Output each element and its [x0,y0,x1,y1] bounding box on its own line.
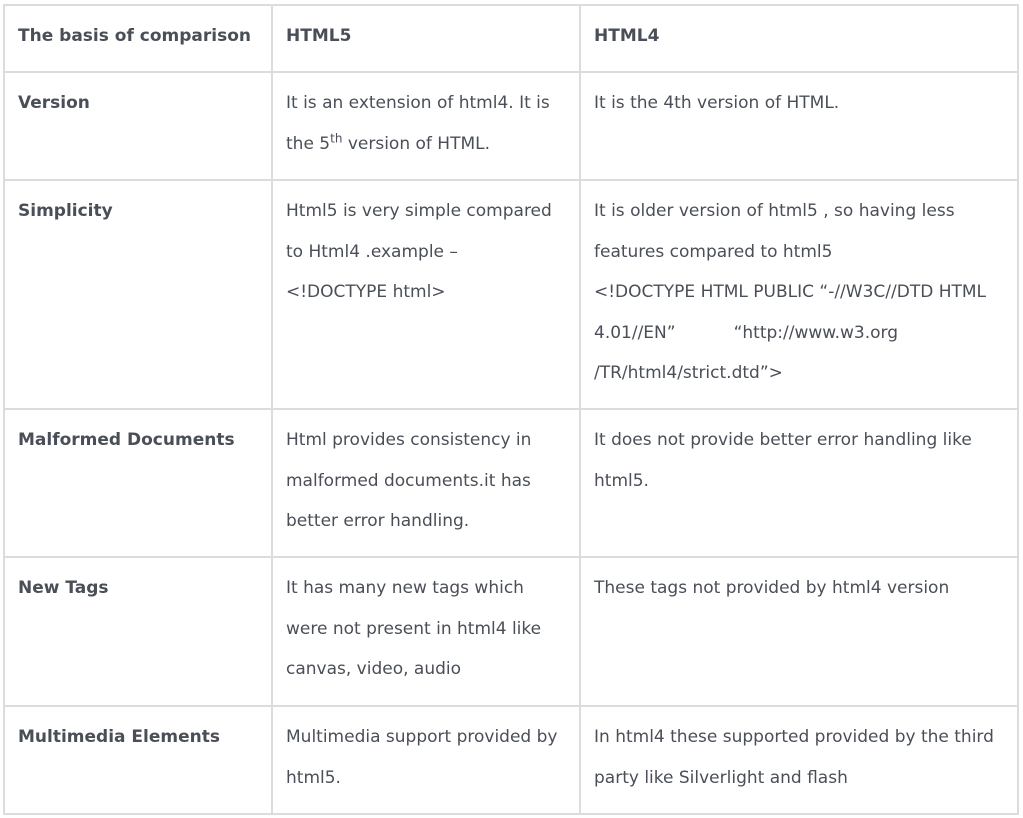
cell-text: It is an extension of html4. It is the 5 [286,93,550,154]
header-basis: The basis of comparison [3,4,273,73]
row-label: Multimedia Elements [3,705,273,815]
html5-cell: Html5 is very simple compared to Html4 .… [271,179,581,410]
code-sample: <!DOCTYPE HTML PUBLIC “-//W3C//DTD HTML … [594,282,987,343]
superscript: th [330,130,343,145]
row-label: Version [3,71,273,181]
html4-cell: It does not provide better error handlin… [579,408,1019,558]
html4-cell: These tags not provided by html4 version [579,556,1019,707]
table-row: New Tags It has many new tags which were… [3,556,1019,707]
code-sample-url: “http://www.w3.org /TR/html4/strict.dtd”… [594,322,899,384]
table-header-row: The basis of comparison HTML5 HTML4 [3,4,1019,73]
row-label: Simplicity [3,179,273,410]
html4-cell: In html4 these supported provided by the… [579,705,1019,815]
row-label: New Tags [3,556,273,707]
table-row: Malformed Documents Html provides consis… [3,408,1019,558]
header-html4: HTML4 [579,4,1019,73]
html5-cell: It is an extension of html4. It is the 5… [271,71,581,181]
code-sample: <!DOCTYPE html> [286,282,446,302]
cell-text: Html5 is very simple compared to Html4 .… [286,201,552,262]
cell-text: It is older version of html5 , so having… [594,201,955,262]
table-row: Multimedia Elements Multimedia support p… [3,705,1019,815]
html5-cell: Multimedia support provided by html5. [271,705,581,815]
cell-text: version of HTML. [342,133,491,154]
table-row: Version It is an extension of html4. It … [3,71,1019,181]
html5-cell: It has many new tags which were not pres… [271,556,581,707]
row-label: Malformed Documents [3,408,273,558]
comparison-table: The basis of comparison HTML5 HTML4 Vers… [3,4,1019,815]
table-row: Simplicity Html5 is very simple compared… [3,179,1019,410]
html4-cell: It is older version of html5 , so having… [579,179,1019,410]
html4-cell: It is the 4th version of HTML. [579,71,1019,181]
header-html5: HTML5 [271,4,581,73]
html5-cell: Html provides consistency in malformed d… [271,408,581,558]
